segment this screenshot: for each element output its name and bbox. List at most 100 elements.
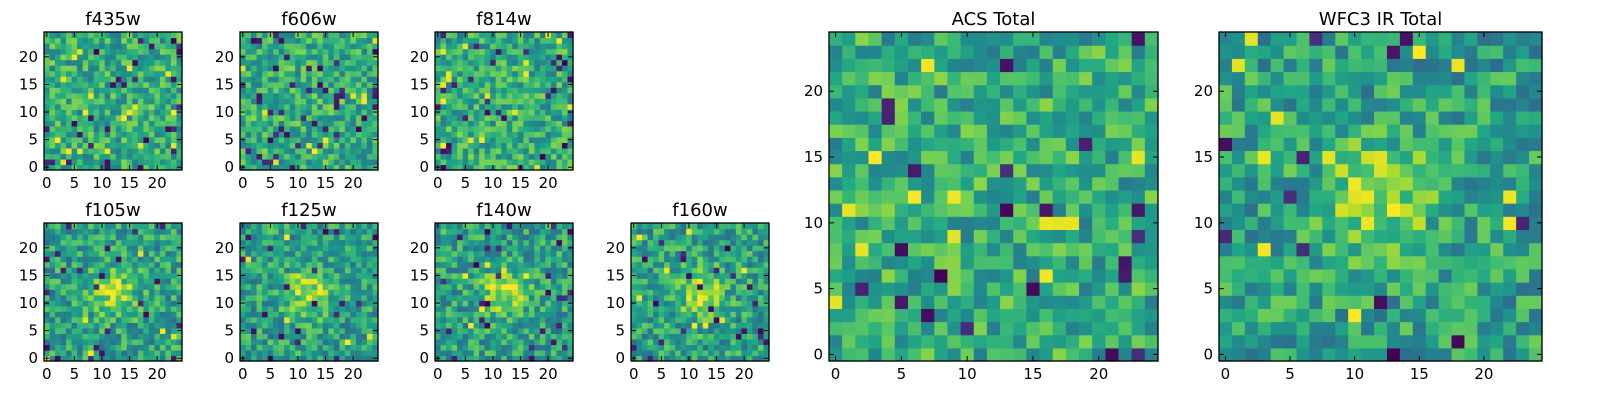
- axes-frame: [239, 31, 379, 171]
- heatmap-cell: [110, 54, 117, 61]
- heatmap-cell: [664, 223, 671, 230]
- heatmap-cell: [132, 349, 139, 357]
- heatmap-cell: [126, 256, 133, 263]
- heatmap-cell: [49, 87, 56, 94]
- heatmap-cell: [137, 125, 144, 132]
- heatmap-cell: [495, 333, 502, 340]
- heatmap-cell: [757, 278, 765, 285]
- heatmap-cell: [333, 81, 340, 88]
- heatmap-cell: [289, 164, 296, 171]
- heatmap-cell: [132, 322, 139, 329]
- heatmap-cell: [361, 234, 368, 241]
- heatmap-cell: [355, 103, 363, 110]
- heatmap-cell: [372, 311, 379, 318]
- heatmap-cell: [322, 59, 329, 66]
- heatmap-cell: [440, 37, 447, 44]
- heatmap-cell: [567, 120, 574, 127]
- heatmap-cell: [115, 250, 122, 257]
- heatmap-cell: [251, 147, 258, 155]
- heatmap-cell: [60, 261, 67, 268]
- heatmap-cell: [440, 239, 447, 246]
- heatmap-cell: [273, 136, 280, 143]
- heatmap-cell: [440, 131, 447, 138]
- heatmap-cell: [344, 223, 351, 230]
- heatmap-cell: [278, 43, 285, 50]
- heatmap-cell: [262, 158, 269, 166]
- heatmap-cell: [702, 327, 709, 334]
- heatmap-cell: [317, 54, 324, 61]
- heatmap-cell: [339, 327, 346, 334]
- heatmap-cell: [115, 228, 122, 235]
- heatmap-cell: [479, 338, 486, 346]
- panel-title: f606w: [281, 9, 336, 30]
- heatmap-cell: [55, 294, 62, 301]
- heatmap-cell: [154, 92, 161, 99]
- heatmap-cell: [355, 65, 363, 72]
- heatmap-cell: [284, 65, 291, 72]
- heatmap-cell: [273, 131, 280, 138]
- heatmap-cell: [550, 223, 558, 230]
- heatmap-cell: [907, 163, 922, 178]
- heatmap-cell: [451, 37, 458, 44]
- heatmap-cell: [273, 92, 280, 99]
- heatmap-cell: [339, 239, 346, 246]
- heatmap-cell: [730, 272, 737, 279]
- heatmap-cell: [110, 164, 117, 171]
- heatmap-cell: [440, 294, 447, 301]
- heatmap-cell: [115, 164, 122, 171]
- heatmap-cell: [691, 278, 698, 285]
- heatmap-cell: [528, 272, 535, 279]
- heatmap-cell: [855, 163, 870, 178]
- heatmap-cell: [339, 120, 346, 127]
- heatmap-cell: [446, 125, 453, 132]
- heatmap-cell: [523, 228, 530, 235]
- heatmap-cell: [328, 267, 335, 274]
- heatmap-cell: [462, 131, 469, 138]
- heatmap-cell: [295, 239, 302, 246]
- heatmap-cell: [126, 278, 133, 285]
- heatmap-cell: [517, 136, 524, 143]
- heatmap-cell: [451, 349, 458, 357]
- heatmap-cell: [143, 338, 150, 346]
- heatmap-cell: [104, 283, 111, 290]
- heatmap-cell: [328, 54, 335, 61]
- heatmap-cell: [490, 65, 497, 72]
- heatmap-cell: [176, 261, 183, 268]
- heatmap-cell: [176, 147, 183, 155]
- heatmap-cell: [289, 261, 296, 268]
- heatmap-cell: [1131, 308, 1146, 323]
- heatmap-cell: [333, 283, 340, 290]
- heatmap-cell: [333, 300, 340, 307]
- heatmap-cell: [501, 153, 508, 160]
- heatmap-cell: [446, 142, 453, 149]
- heatmap-cell: [512, 76, 519, 83]
- panel-title: f125w: [281, 200, 336, 221]
- heatmap-cell: [1039, 242, 1054, 257]
- heatmap-cell: [104, 48, 111, 55]
- heatmap-cell: [457, 37, 464, 44]
- heatmap-cell: [1000, 255, 1014, 270]
- heatmap-cell: [719, 338, 726, 346]
- heatmap-cell: [88, 239, 95, 246]
- heatmap-cell: [121, 131, 128, 138]
- heatmap-cell: [88, 355, 95, 362]
- heatmap-cell: [1013, 189, 1027, 204]
- heatmap-cell: [451, 245, 458, 252]
- heatmap-cell: [550, 283, 558, 290]
- heatmap-cell: [366, 261, 374, 268]
- heatmap-cell: [339, 98, 346, 105]
- heatmap-cell: [523, 355, 530, 362]
- heatmap-cell: [451, 239, 458, 246]
- heatmap-cell: [545, 92, 552, 99]
- heatmap-cell: [960, 308, 975, 323]
- heatmap-cell: [479, 305, 486, 312]
- heatmap-cell: [289, 267, 296, 274]
- heatmap-cell: [148, 327, 155, 334]
- heatmap-cell: [148, 147, 155, 155]
- heatmap-cell: [300, 142, 307, 149]
- heatmap-cell: [240, 261, 247, 268]
- heatmap-cell: [479, 147, 486, 155]
- heatmap-cell: [735, 223, 742, 230]
- heatmap-cell: [366, 338, 374, 346]
